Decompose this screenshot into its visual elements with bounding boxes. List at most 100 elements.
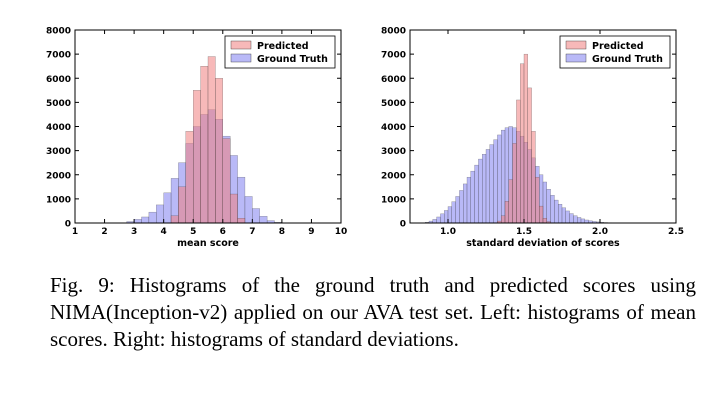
histogram-bar-predicted (178, 186, 187, 224)
histogram-bar-ground-truth (580, 218, 585, 224)
histogram-bar-ground-truth (141, 216, 150, 224)
histogram-bar-predicted (185, 131, 194, 224)
figure-caption: Fig. 9: Histograms of the ground truth a… (50, 272, 696, 353)
histogram-bar-predicted (520, 63, 525, 224)
histogram-bar-ground-truth (156, 204, 164, 224)
legend-swatch-ground-truth (565, 53, 587, 63)
histogram-bar-ground-truth (163, 192, 172, 224)
histogram-bar-predicted (523, 53, 528, 224)
x-tick-label: 10 (335, 227, 348, 237)
histogram-bar-ground-truth (444, 210, 449, 224)
y-tick-label: 4000 (46, 123, 71, 133)
y-tick-label: 2000 (381, 171, 406, 181)
x-tick-label: 7 (249, 227, 255, 237)
histogram-bar-predicted (504, 201, 509, 224)
histogram-bar-ground-truth (478, 158, 483, 224)
histogram-bar-ground-truth (554, 199, 559, 224)
histogram-bar-predicted (237, 218, 246, 224)
chart-mean-score: 0 1000 2000 3000 4000 5000 6000 7000 8000 1 2 3 4 5 6 7… (46, 27, 347, 250)
x-tick-label: 5 (190, 227, 196, 237)
x-tick-label: 1.0 (440, 227, 456, 237)
histogram-bar-ground-truth (569, 213, 574, 224)
histogram-bar-predicted (222, 138, 231, 224)
legend-label-ground-truth: Ground Truth (257, 54, 328, 65)
histogram-bar-predicted (542, 218, 547, 224)
y-tick-label: 5000 (46, 99, 71, 109)
legend: Predicted Ground Truth (224, 35, 336, 69)
y-tick-label: 0 (400, 220, 406, 230)
histogram-bar-ground-truth (558, 204, 563, 224)
y-tick-label: 6000 (381, 75, 406, 85)
histogram-bar-ground-truth (497, 134, 502, 224)
y-tick-label: 1000 (381, 195, 406, 205)
x-axis-label: standard deviation of scores (466, 238, 620, 249)
histogram-bar-predicted (229, 193, 238, 224)
histogram-bar-ground-truth (550, 195, 555, 224)
y-tick-label: 3000 (46, 147, 71, 157)
histogram-bar-ground-truth (546, 189, 551, 224)
histogram-bar-predicted (193, 90, 201, 224)
legend-swatch-predicted (565, 40, 587, 50)
histogram-bar-predicted (508, 179, 513, 224)
y-tick-label: 7000 (46, 51, 71, 61)
histogram-bar-predicted (531, 131, 536, 224)
y-tick-label: 1000 (46, 195, 71, 205)
histogram-bar-predicted (512, 143, 517, 224)
histogram-bar-predicted (215, 78, 223, 224)
histogram-bar-ground-truth (489, 144, 494, 224)
y-tick-label: 6000 (46, 75, 71, 85)
histogram-bar-ground-truth (577, 217, 582, 224)
histogram-bar-ground-truth (565, 210, 570, 224)
histogram-bar-predicted (200, 66, 209, 224)
x-tick-label: 2 (101, 227, 107, 237)
x-tick-label: 6 (220, 227, 226, 237)
histogram-bar-ground-truth (432, 219, 437, 224)
histogram-bar-ground-truth (133, 219, 142, 224)
histogram-bar-ground-truth (474, 164, 479, 224)
histogram-bar-predicted (501, 215, 506, 224)
x-tick-label: 2.0 (592, 227, 608, 237)
charts-figure: 0 1000 2000 3000 4000 5000 6000 7000 8000 1 2 3 4 5 6 7… (46, 27, 684, 250)
y-tick-label: 4000 (381, 123, 406, 133)
x-tick-label: 2.5 (668, 227, 684, 237)
histogram-bar-ground-truth (470, 170, 475, 224)
legend-swatch-predicted (230, 40, 252, 50)
y-tick-label: 5000 (381, 99, 406, 109)
x-tick-label: 1.5 (516, 227, 532, 237)
histogram-bar-ground-truth (485, 149, 490, 224)
histogram-bar-ground-truth (463, 183, 468, 224)
histogram-bar-ground-truth (493, 139, 498, 224)
histogram-bar-ground-truth (455, 196, 460, 224)
y-tick-label: 8000 (46, 27, 71, 37)
histogram-bar-ground-truth (252, 208, 260, 224)
x-tick-label: 9 (308, 227, 314, 237)
histogram-bar-predicted (539, 205, 544, 224)
legend-label-predicted: Predicted (592, 41, 644, 52)
legend-label-ground-truth: Ground Truth (592, 54, 663, 65)
histogram-bar-ground-truth (561, 207, 566, 224)
x-tick-label: 8 (279, 227, 285, 237)
histogram-bar-ground-truth (259, 216, 268, 224)
x-tick-label: 1 (72, 227, 78, 237)
caption-label: Fig. 9: (50, 273, 115, 297)
chart-std-score: 0 1000 2000 3000 4000 5000 6000 7000 8000 1.0 1.5 2… (381, 27, 684, 250)
x-tick-label: 4 (161, 227, 167, 237)
histogram-bar-ground-truth (451, 201, 456, 224)
histogram-bar-ground-truth (447, 206, 452, 224)
histogram-bar-ground-truth (244, 196, 253, 224)
histogram-bar-predicted (527, 87, 532, 224)
histogram-bar-predicted (170, 215, 179, 224)
histogram-bar-ground-truth (482, 154, 487, 224)
histogram-bar-ground-truth (542, 181, 547, 224)
legend-label-predicted: Predicted (257, 41, 309, 52)
histogram-bar-ground-truth (436, 216, 441, 224)
histogram-bar-ground-truth (573, 215, 578, 224)
histogram-bar-ground-truth (459, 190, 464, 224)
y-tick-label: 7000 (381, 51, 406, 61)
histogram-bar-ground-truth (466, 176, 471, 224)
histogram-bar-ground-truth (237, 176, 246, 224)
histogram-bar-predicted (516, 99, 521, 224)
histogram-bar-ground-truth (148, 211, 157, 224)
y-tick-label: 3000 (381, 147, 406, 157)
x-tick-label: 3 (131, 227, 137, 237)
